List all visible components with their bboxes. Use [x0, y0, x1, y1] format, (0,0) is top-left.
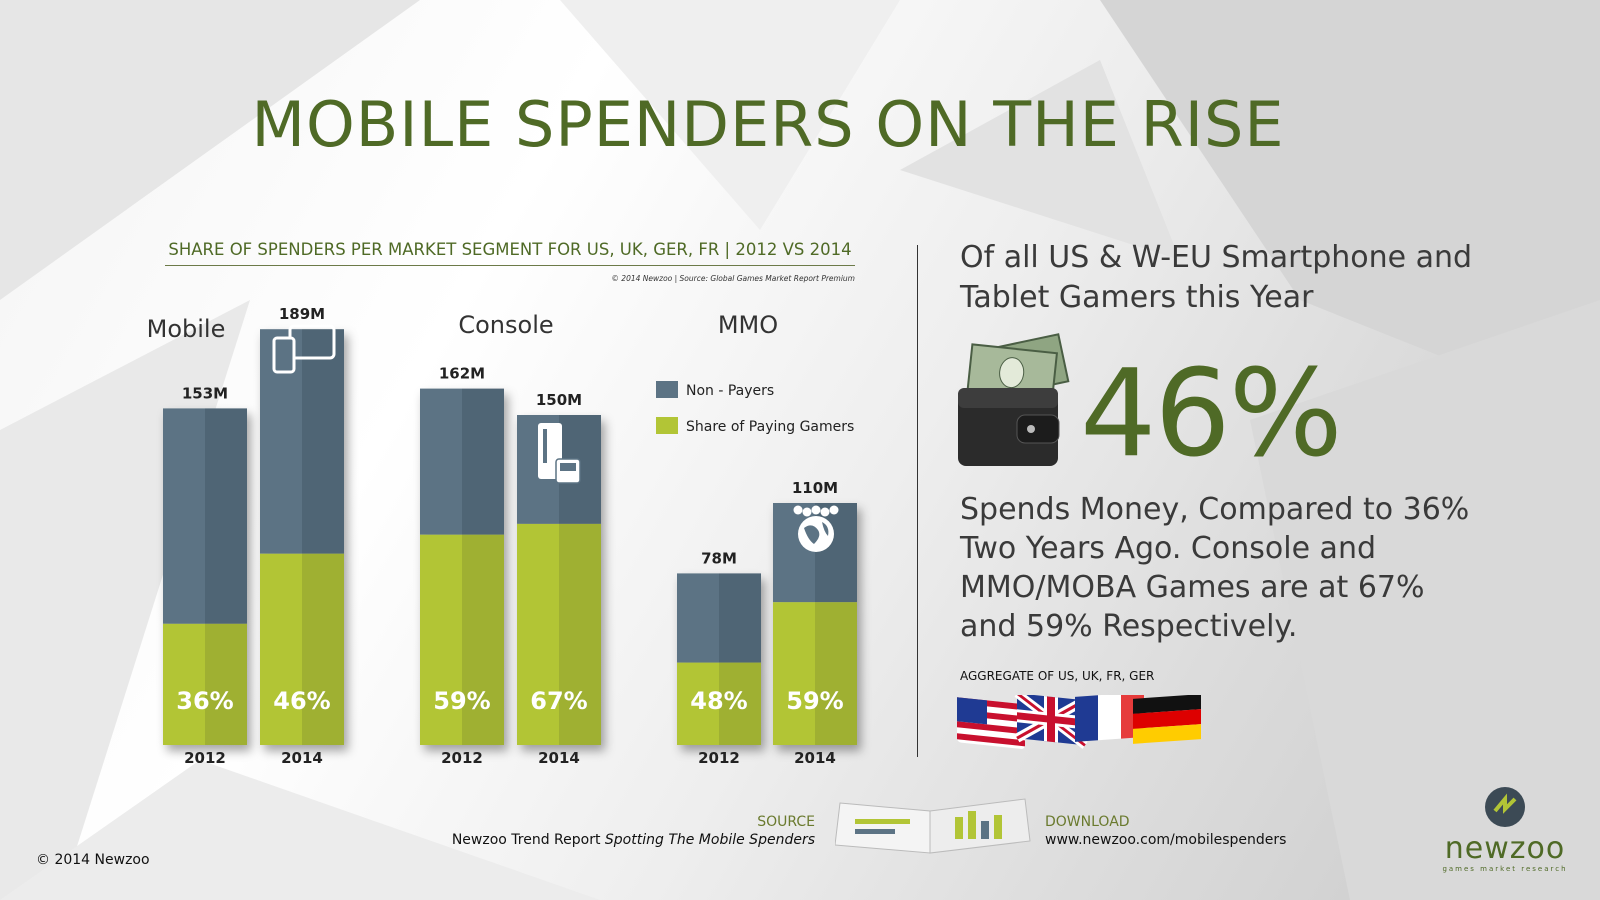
bar-shade	[559, 523, 601, 745]
bar-mmo-2014	[773, 503, 857, 745]
page-title: MOBILE SPENDERS ON THE RISE	[251, 88, 1285, 161]
bar-percent-label: 46%	[273, 687, 330, 715]
source-block: SOURCE Newzoo Trend Report Spotting The …	[400, 813, 815, 849]
source-text-italic: Spotting The Mobile Spenders	[604, 832, 815, 848]
logo-tagline: games market research	[1442, 865, 1568, 873]
flags-row	[957, 695, 1201, 749]
download-label: DOWNLOAD	[1045, 814, 1130, 830]
bar-total-label: 189M	[279, 305, 325, 323]
bar-shade	[462, 388, 504, 535]
vertical-divider	[917, 245, 918, 757]
source-text-plain: Newzoo Trend Report	[451, 832, 605, 848]
right-headline: Of all US & W-EU Smartphone and Tablet G…	[960, 240, 1473, 315]
newzoo-logo-icon	[1485, 787, 1525, 827]
console-slot	[543, 429, 547, 463]
person-head	[820, 507, 830, 517]
bar-mmo-2012	[677, 573, 761, 745]
bar-total-label: 78M	[701, 549, 737, 567]
globe-people-icon	[793, 505, 839, 552]
bar-shade	[719, 662, 761, 745]
group-label-console: Console	[458, 311, 553, 339]
bar-chart: 153M 36% 2012 189M 46% 2014 162M 59% 2012 150M 67%…	[147, 305, 857, 767]
x-tick-label: 2012	[698, 749, 740, 767]
bar-total-label: 110M	[792, 479, 838, 497]
bar-total-label: 153M	[182, 384, 228, 402]
bar-shade	[205, 408, 247, 624]
wallet-money-icon	[958, 333, 1070, 466]
download-block: DOWNLOAD www.newzoo.com/mobilespenders	[1045, 813, 1286, 849]
person-head	[793, 505, 803, 515]
tablet-phone-icon	[272, 324, 336, 374]
bar-percent-label: 48%	[690, 687, 747, 715]
germany-flag-icon	[1133, 695, 1201, 744]
legend-swatch-non-payers	[656, 381, 678, 398]
bar-shade	[302, 553, 344, 745]
x-tick-label: 2014	[281, 749, 323, 767]
bar-shade	[205, 623, 247, 745]
report-thumbnail	[835, 798, 1031, 854]
download-link[interactable]: www.newzoo.com/mobilespenders	[1045, 832, 1287, 848]
person-head	[811, 505, 821, 515]
x-tick-label: 2012	[441, 749, 483, 767]
uk-flag-icon	[1014, 695, 1088, 749]
chart-subtitle: SHARE OF SPENDERS PER MARKET SEGMENT FOR…	[165, 240, 855, 266]
copyright: © 2014 Newzoo	[36, 852, 150, 868]
bar-shade	[462, 534, 504, 745]
x-tick-label: 2012	[184, 749, 226, 767]
bar-percent-label: 59%	[433, 687, 490, 715]
chart-credit: © 2014 Newzoo | Source: Global Games Mar…	[611, 274, 855, 283]
newzoo-logo: newzoo games market research	[1440, 785, 1570, 873]
aggregate-note: AGGREGATE OF US, UK, FR, GER	[960, 669, 1155, 683]
bar-percent-label: 36%	[176, 687, 233, 715]
source-text: Newzoo Trend Report Spotting The Mobile …	[400, 831, 815, 849]
legend-swatch-paying	[656, 417, 678, 434]
logo-wordmark: newzoo	[1444, 831, 1566, 866]
big-percent: 46%	[1080, 345, 1343, 484]
bar-percent-label: 59%	[786, 687, 843, 715]
globe-continents	[804, 522, 829, 544]
console-icon	[538, 423, 581, 484]
right-body-text: Spends Money, Compared to 36% Two Years …	[960, 492, 1470, 644]
person-head	[802, 507, 812, 517]
handheld-screen	[560, 463, 576, 471]
x-tick-label: 2014	[794, 749, 836, 767]
bar-mobile-2012	[163, 408, 247, 745]
source-label: SOURCE	[757, 814, 815, 830]
group-label-mmo: MMO	[718, 311, 778, 339]
bar-total-label: 150M	[536, 391, 582, 409]
us-flag-icon	[957, 697, 1025, 749]
bar-mobile-2014	[260, 329, 344, 745]
x-tick-label: 2014	[538, 749, 580, 767]
legend-label-paying: Share of Paying Gamers	[686, 419, 854, 435]
group-label-mobile: Mobile	[147, 315, 226, 343]
bar-percent-label: 67%	[530, 687, 587, 715]
phone-shape	[272, 336, 296, 374]
legend-label-non-payers: Non - Payers	[686, 383, 774, 399]
bar-shade	[719, 573, 761, 663]
bar-shade	[815, 602, 857, 745]
person-head	[829, 505, 839, 515]
bar-console-2012	[420, 388, 504, 745]
bar-total-label: 162M	[439, 365, 485, 383]
bar-shade	[302, 329, 344, 554]
